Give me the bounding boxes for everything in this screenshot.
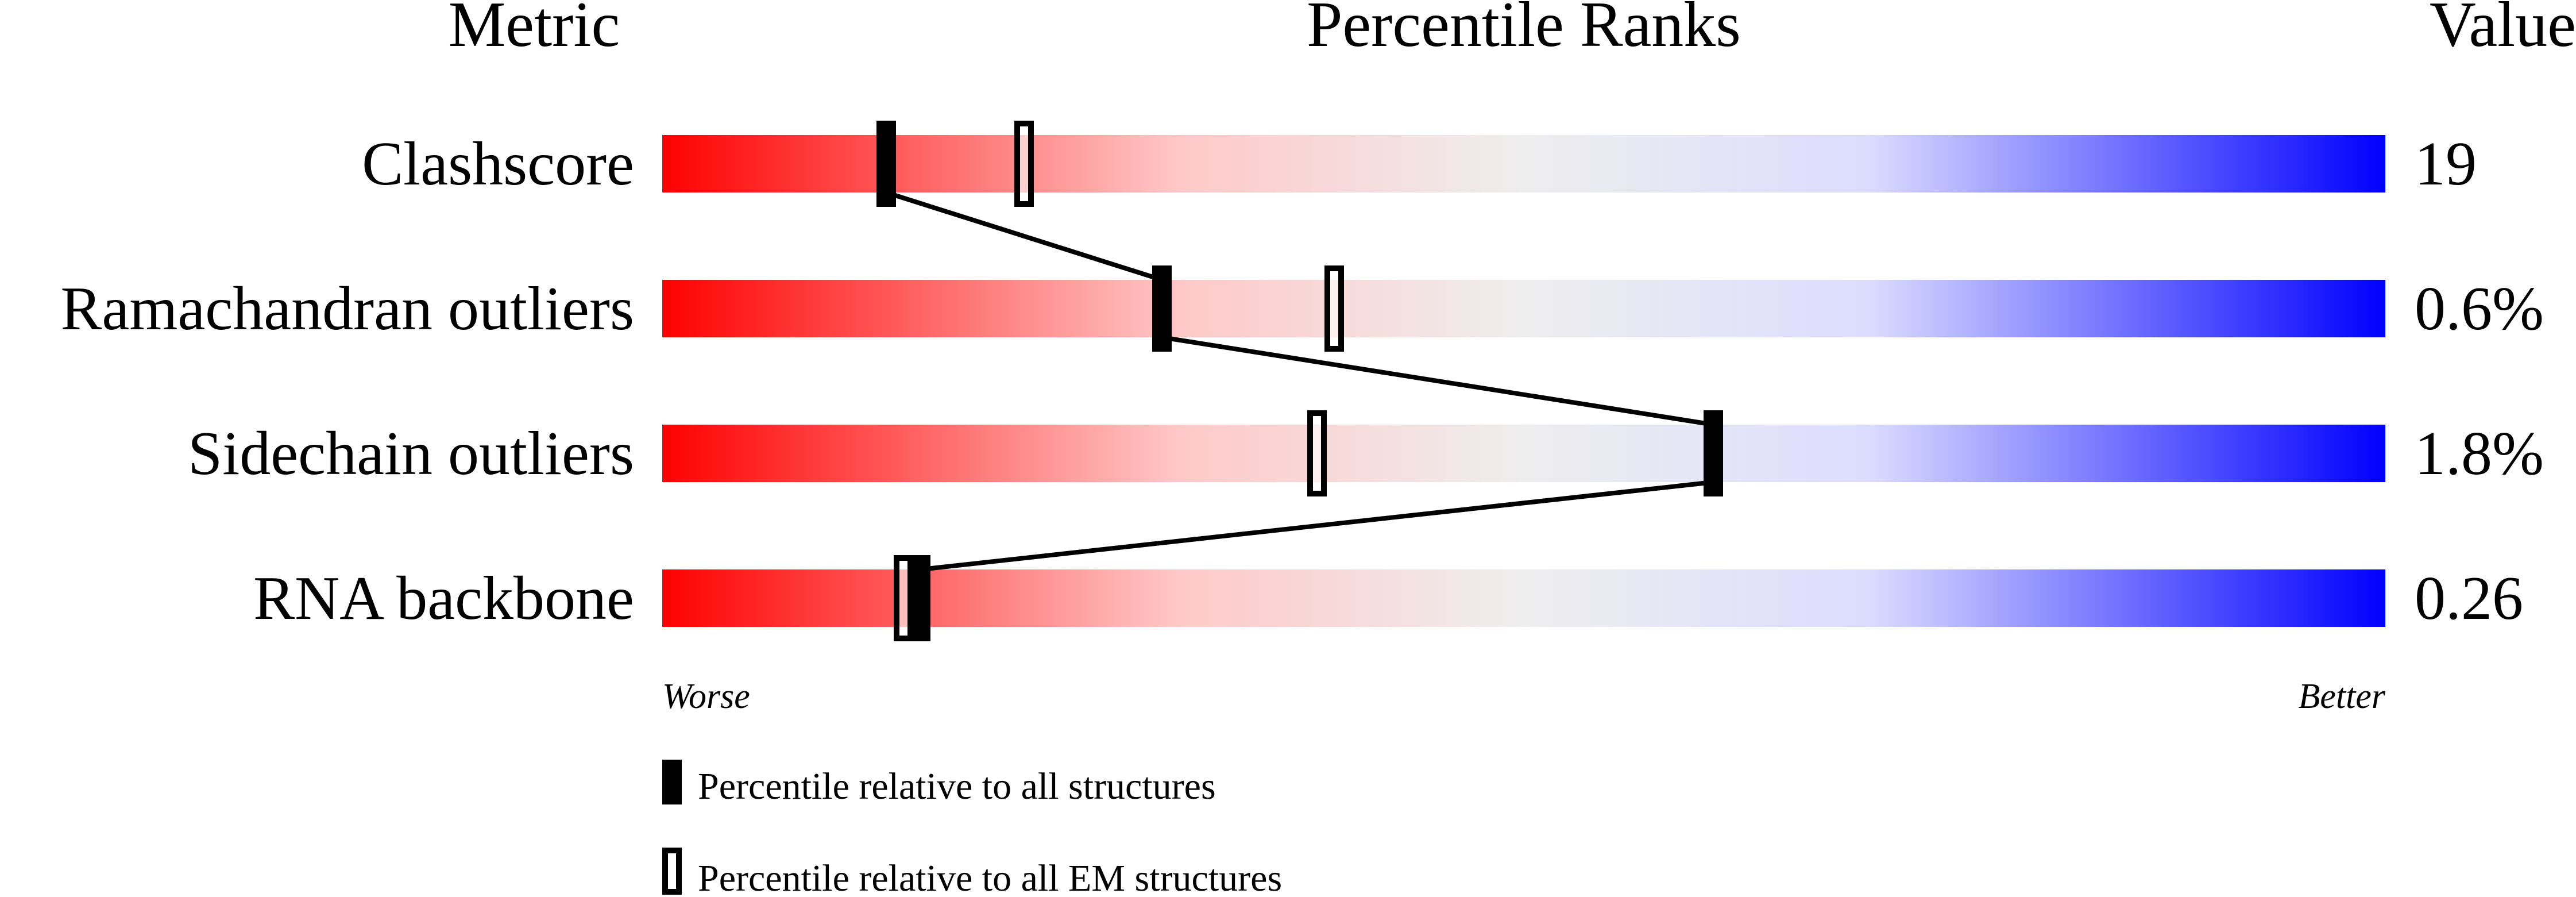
marker-em-structures [1014,121,1034,207]
header-percentile-ranks: Percentile Ranks [1307,0,1741,60]
legend-label-em: Percentile relative to all EM structures [698,857,1282,897]
marker-all-structures [1704,410,1723,496]
percentile-bar [662,280,2385,337]
marker-em-structures [1324,265,1344,352]
metric-value: 0.6% [2415,275,2544,343]
worse-label: Worse [662,677,750,716]
marker-em-structures [1307,410,1327,496]
marker-all-structures [1152,265,1172,352]
connector-line [920,480,1714,572]
legend-label-all: Percentile relative to all structures [698,765,1216,807]
legend-open-marker [662,848,682,895]
header-metric: Metric [449,0,620,60]
metric-value: 19 [2415,130,2477,198]
legend-filled-marker [662,760,682,804]
percentile-bar [662,569,2385,627]
marker-all-structures [876,121,896,207]
metric-label: Ramachandran outliers [60,275,634,343]
better-label: Better [2299,677,2386,716]
marker-em-structures [894,555,913,641]
header-value: Value [2430,0,2576,60]
percentile-bar [662,135,2385,193]
connector-line [1161,335,1714,427]
metric-label: Clashscore [362,130,634,198]
metric-value: 0.26 [2415,564,2523,633]
metric-value: 1.8% [2415,419,2544,488]
connector-line [885,190,1163,282]
marker-all-structures [911,555,930,641]
percentile-bar [662,425,2385,482]
metric-label: Sidechain outliers [188,419,634,488]
metric-label: RNA backbone [253,564,634,633]
